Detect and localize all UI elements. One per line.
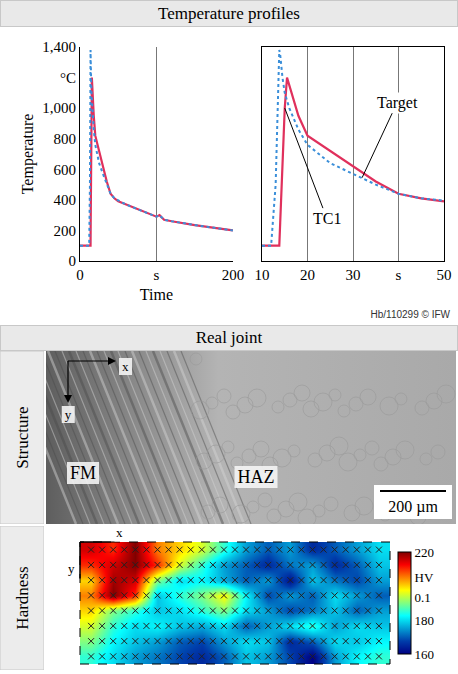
svg-text:s: s [396, 267, 402, 283]
svg-text:400: 400 [54, 192, 77, 208]
svg-text:10: 10 [255, 267, 270, 283]
html-text:Real joint: Real joint [195, 328, 263, 347]
svg-text:Time: Time [140, 286, 173, 303]
svg-text:200: 200 [222, 267, 245, 283]
svg-text:HAZ: HAZ [238, 467, 275, 487]
svg-text:160: 160 [415, 647, 435, 662]
svg-text:y: y [65, 407, 72, 422]
svg-text:x: x [116, 526, 123, 540]
svg-text:20: 20 [300, 267, 315, 283]
svg-text:220: 220 [415, 545, 435, 560]
svg-text:0: 0 [69, 253, 77, 269]
svg-text:Hardness: Hardness [13, 566, 32, 629]
svg-text:s: s [154, 267, 160, 283]
svg-text:x: x [122, 359, 129, 374]
svg-text:1,000: 1,000 [42, 100, 76, 116]
svg-text:Structure: Structure [13, 406, 32, 468]
svg-text:600: 600 [54, 162, 77, 178]
html-text:Temperature profiles: Temperature profiles [158, 4, 300, 23]
svg-text:50: 50 [437, 267, 452, 283]
svg-text:Temperature: Temperature [19, 114, 37, 195]
svg-text:180: 180 [415, 613, 435, 628]
svg-text:y: y [68, 561, 75, 576]
svg-text:200: 200 [54, 223, 77, 239]
html-text:Hb/110299 © IFW: Hb/110299 © IFW [370, 309, 450, 320]
svg-text:0: 0 [76, 267, 84, 283]
svg-text:FM: FM [70, 463, 96, 483]
svg-text:30: 30 [346, 267, 361, 283]
svg-text:1,400: 1,400 [42, 39, 76, 55]
svg-text:HV: HV [415, 570, 434, 585]
svg-text:200 µm: 200 µm [388, 498, 438, 516]
svg-text:TC1: TC1 [313, 210, 341, 227]
svg-text:°C: °C [60, 70, 76, 86]
svg-text:800: 800 [54, 131, 77, 147]
svg-text:0.1: 0.1 [415, 590, 431, 605]
svg-text:Target: Target [377, 94, 418, 112]
